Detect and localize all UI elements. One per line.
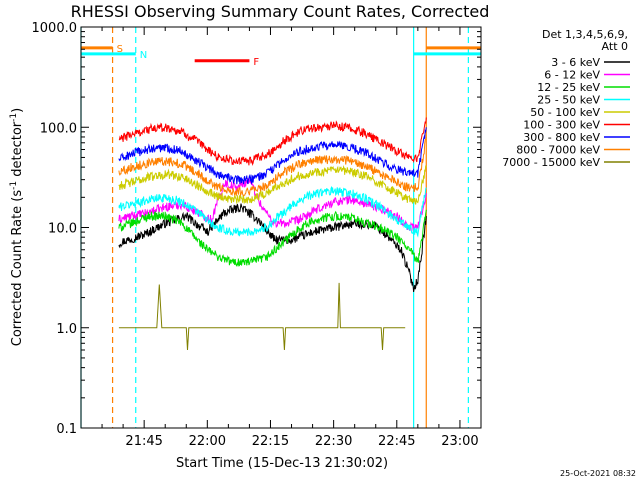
legend-label: 300 - 800 keV — [523, 131, 600, 144]
legend-label: 25 - 50 keV — [537, 94, 600, 107]
x-tick-label: 22:30 — [315, 434, 352, 449]
y-axis: 0.1 1.0 10.0 100.0 1000.0 — [32, 21, 481, 437]
flag-label: S — [117, 44, 123, 55]
series-line — [118, 185, 427, 238]
flag-label: F — [253, 57, 259, 68]
legend-header-detectors: Det 1,3,4,5,6,9, — [542, 28, 628, 41]
legend-label: 800 - 7000 keV — [516, 144, 600, 157]
series-line — [118, 117, 427, 166]
y-tick-label: 1.0 — [56, 322, 77, 337]
x-tick-label: 22:45 — [378, 434, 415, 449]
legend-header-attenuator: Att 0 — [602, 40, 628, 53]
x-tick-label: 21:45 — [125, 434, 162, 449]
legend-label: 12 - 25 keV — [537, 81, 600, 94]
legend-label: 6 - 12 keV — [544, 69, 600, 82]
series-line — [118, 177, 427, 232]
x-tick-label: 23:00 — [441, 434, 478, 449]
series-line — [118, 136, 427, 197]
legend-label: 3 - 6 keV — [551, 56, 600, 69]
series-line — [118, 203, 427, 292]
flag-bars: S N F — [81, 44, 481, 68]
x-tick-label: 22:15 — [252, 434, 289, 449]
chart-title: RHESSI Observing Summary Count Rates, Co… — [71, 2, 490, 21]
legend-label: 50 - 100 keV — [530, 106, 600, 119]
plot-frame — [80, 26, 482, 429]
series-group — [118, 117, 427, 351]
flag-label: N — [140, 50, 147, 61]
series-line — [118, 127, 427, 185]
y-tick-label: 1000.0 — [32, 21, 78, 36]
generation-timestamp: 25-Oct-2021 08:32 — [560, 469, 636, 478]
legend-label: 7000 - 15000 keV — [502, 156, 600, 169]
legend-label: 100 - 300 keV — [523, 119, 600, 132]
y-tick-label: 10.0 — [48, 222, 77, 237]
y-axis-label: Corrected Count Rate (s-1 detector-1) — [9, 108, 25, 346]
series-line — [118, 165, 427, 205]
x-tick-label: 22:00 — [189, 434, 226, 449]
x-axis: 21:45 22:00 22:15 22:30 22:45 23:00 — [80, 27, 482, 449]
y-tick-label: 100.0 — [40, 121, 77, 136]
y-tick-label: 0.1 — [56, 422, 77, 437]
series-line — [118, 282, 406, 351]
x-axis-label: Start Time (15-Dec-13 21:30:02) — [176, 456, 388, 471]
series-line — [118, 209, 427, 267]
